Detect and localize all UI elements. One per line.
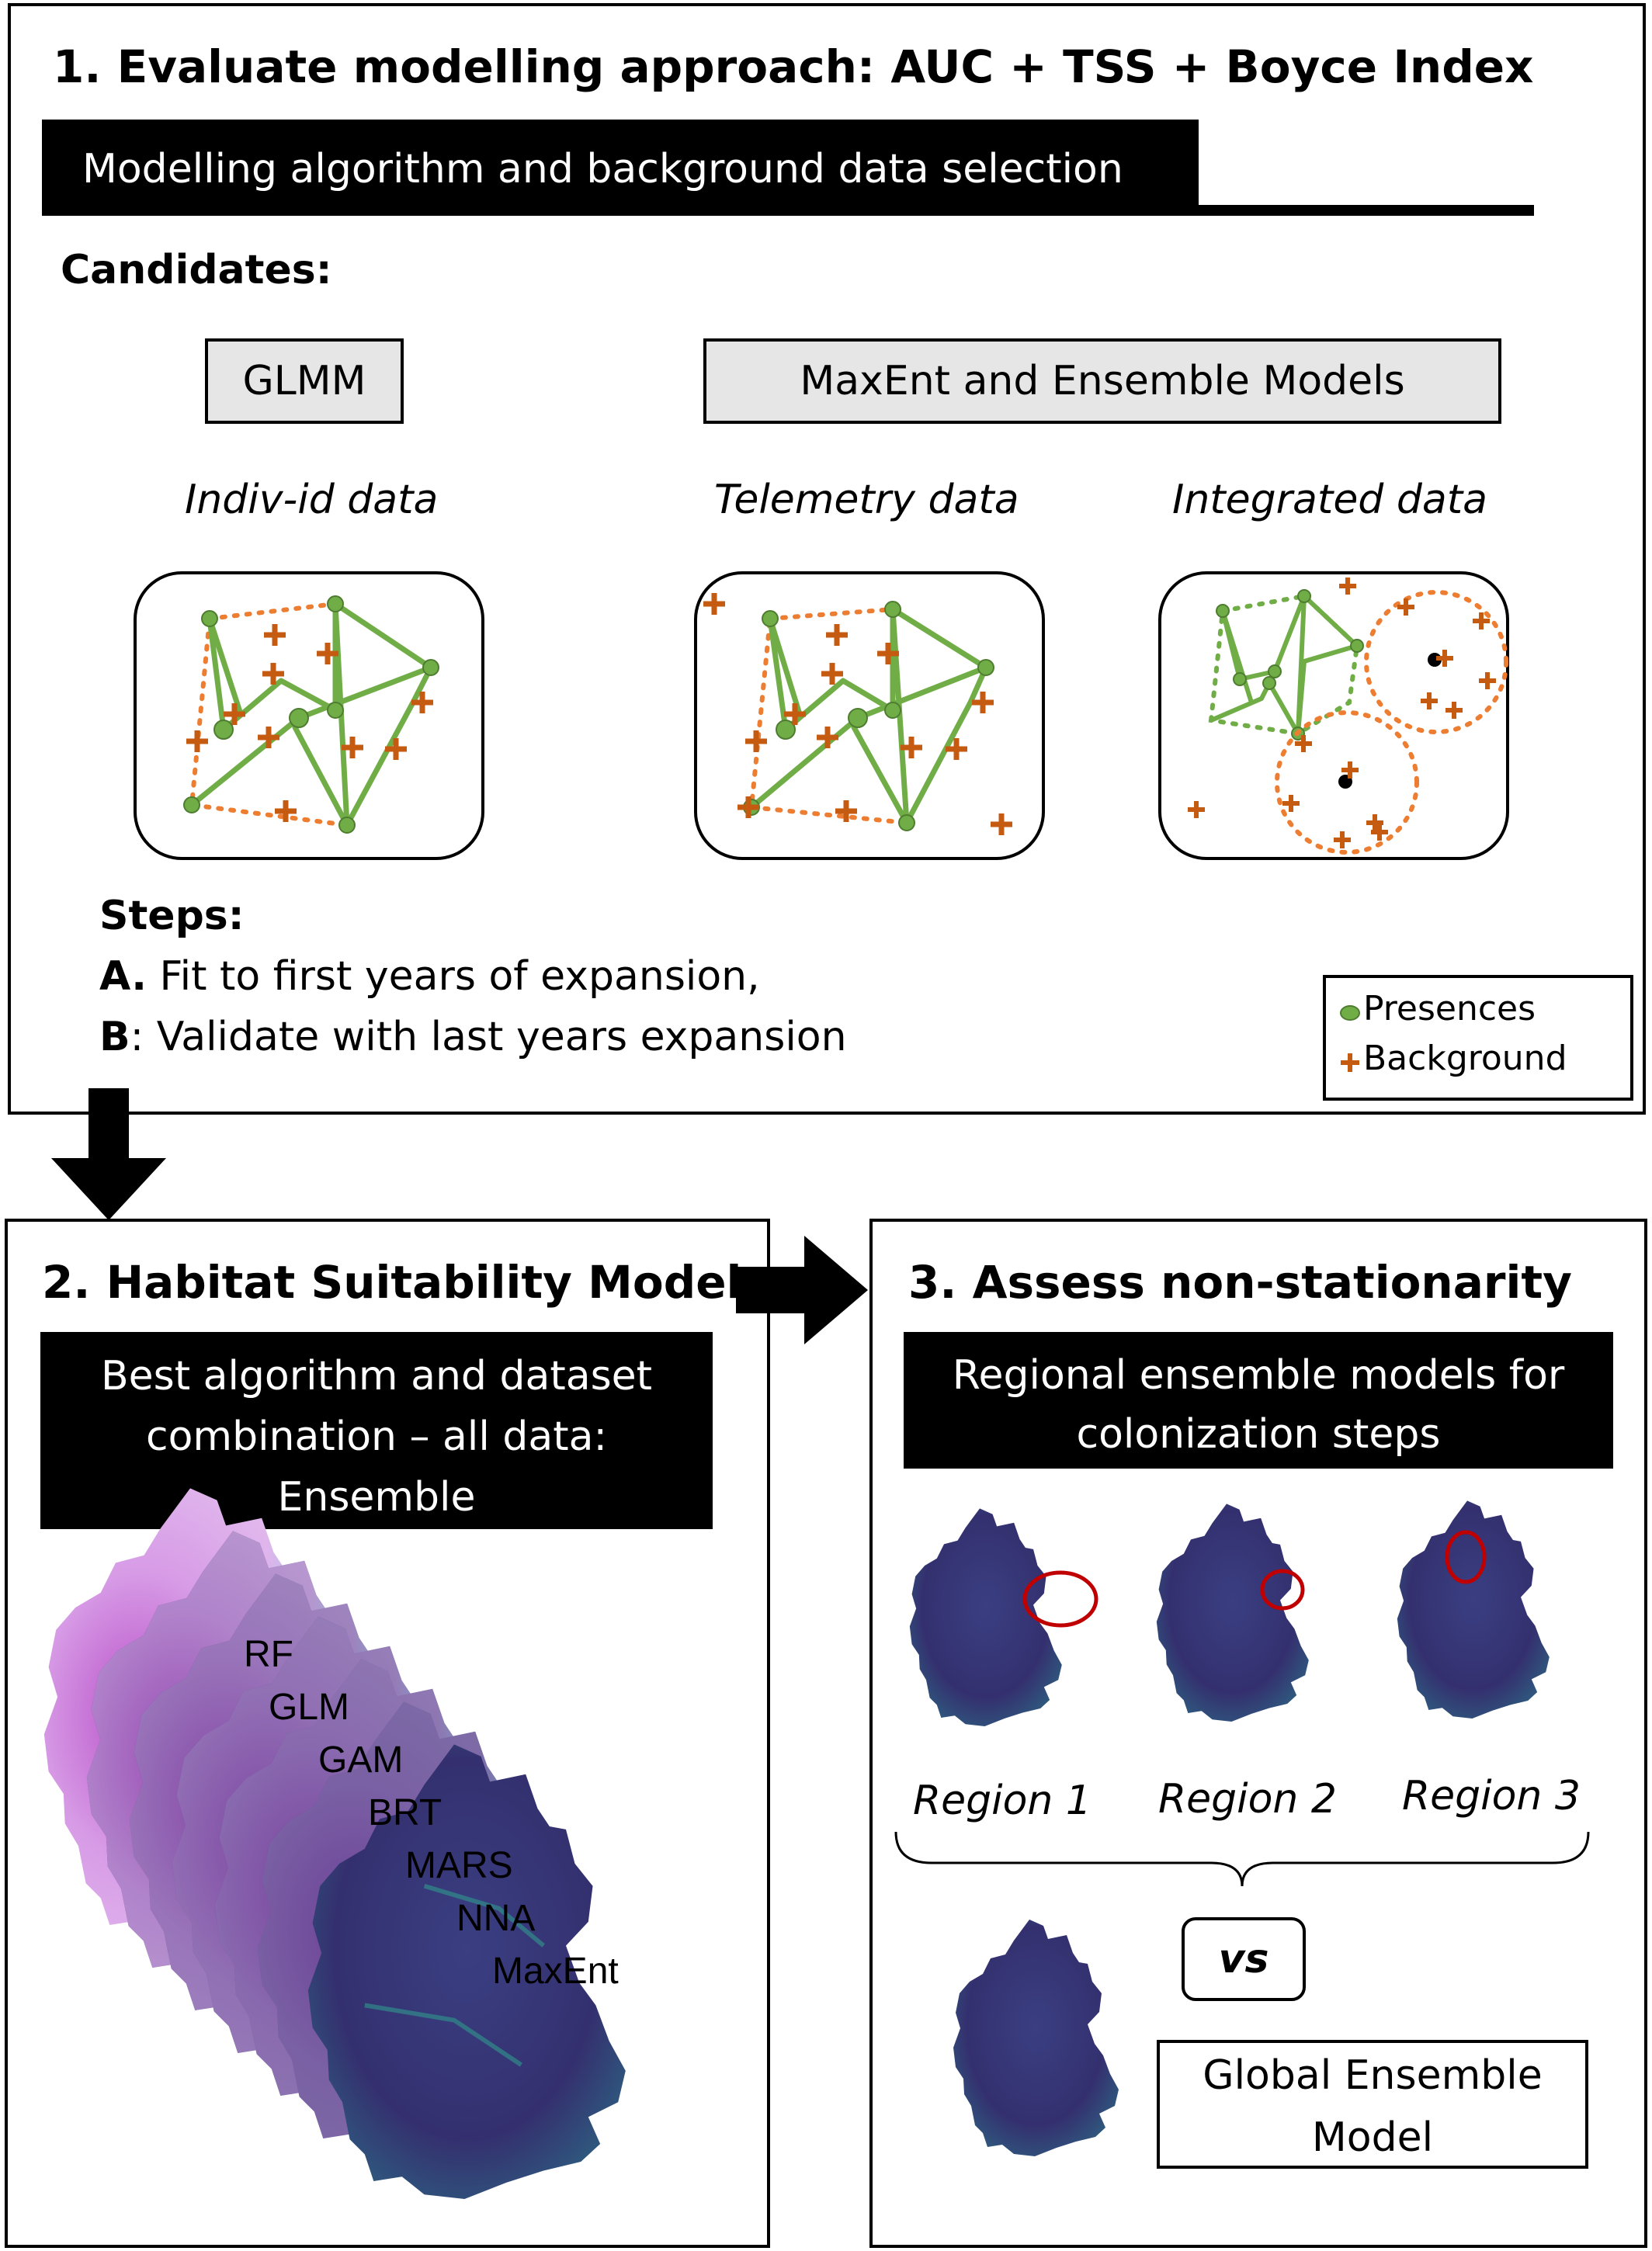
model-label-gam: GAM [318, 1739, 404, 1781]
presence-dot [1262, 676, 1276, 690]
candidates-label: Candidates: [61, 247, 332, 293]
global-line-1: Global Ensemble [1203, 2052, 1543, 2099]
brace-icon [894, 1831, 1590, 1887]
glmm-label: GLMM [242, 358, 366, 404]
panel2-bar-line-2: combination – all data: [146, 1413, 607, 1460]
model-label-brt: BRT [368, 1792, 442, 1833]
presence-dot [289, 708, 309, 728]
presence-dot [201, 610, 218, 627]
legend-presences: Presences [1363, 989, 1536, 1028]
panel2-black-bar: Best algorithm and dataset combination –… [40, 1332, 713, 1529]
presence-dot [762, 610, 779, 627]
region-1-highlight [1022, 1570, 1098, 1628]
model-label-maxent: MaxEnt [492, 1951, 619, 1992]
presence-dot [1350, 639, 1364, 653]
step-a-text: Fit to first years of expansion, [146, 953, 760, 1000]
global-ensemble-box: Global Ensemble Model [1157, 2040, 1588, 2169]
presence-dot [1268, 664, 1282, 678]
panel2-title: 2. Habitat Suitability Model [42, 1256, 742, 1309]
region-3-label: Region 3 [1402, 1773, 1581, 1819]
legend-background: Background [1363, 1039, 1567, 1078]
telemetry-diagram [694, 571, 1045, 860]
indiv-id-diagram [134, 571, 484, 860]
vs-box: vs [1182, 1917, 1306, 2001]
global-ensemble-map [953, 1920, 1119, 2156]
region-2-map [1156, 1504, 1309, 1722]
panel3-bar-line-1: Regional ensemble models for [952, 1352, 1565, 1399]
panel3-bar-line-2: colonization steps [1076, 1411, 1441, 1458]
presence-dot [848, 708, 868, 728]
step-b-text: : Validate with last years expansion [130, 1014, 847, 1060]
global-line-2: Model [1311, 2114, 1434, 2161]
data-type-telemetry: Telemetry data [714, 477, 1019, 523]
map-layer-top [307, 1744, 626, 2199]
panel1-bar-underline [1199, 205, 1534, 216]
region-1-label: Region 1 [913, 1778, 1092, 1824]
steps-label: Steps: [99, 893, 245, 939]
background-legend-icon [1341, 1053, 1359, 1072]
legend-box: Presences Background [1323, 975, 1633, 1101]
presence-dot [1216, 604, 1230, 618]
data-type-integrated: Integrated data [1172, 477, 1487, 523]
maxent-ensemble-box: MaxEnt and Ensemble Models [703, 338, 1501, 424]
step-a: A. Fit to first years of expansion, [99, 953, 760, 1000]
arrow-down-icon [51, 1088, 166, 1220]
model-label-mars: MARS [405, 1845, 513, 1886]
presence-dot [776, 720, 796, 740]
panel1-title: 1. Evaluate modelling approach: AUC + TS… [53, 40, 1534, 93]
step-b-key: B [99, 1014, 130, 1060]
presence-dot [327, 702, 344, 719]
glmm-box: GLMM [205, 338, 404, 424]
integrated-diagram [1158, 571, 1509, 860]
panel1-bar-label: Modelling algorithm and background data … [82, 146, 1123, 192]
presence-dot [977, 659, 994, 676]
model-label-rf: RF [244, 1634, 293, 1675]
region-3-highlight [1445, 1530, 1487, 1584]
panel3-title: 3. Assess non-stationarity [908, 1256, 1572, 1309]
region-2-label: Region 2 [1158, 1776, 1337, 1823]
model-label-nna: NNA [456, 1898, 536, 1939]
step-a-key: A. [99, 953, 147, 1000]
presence-dot [338, 817, 356, 834]
presence-dot [183, 796, 200, 813]
panel3-black-bar: Regional ensemble models for colonizatio… [904, 1332, 1613, 1469]
presence-dot [884, 601, 901, 618]
presence-dot [422, 659, 439, 676]
background-crosses [186, 624, 433, 822]
presence-legend-icon [1340, 1005, 1360, 1021]
presence-dot [1297, 589, 1311, 603]
region-1-map [909, 1508, 1062, 1726]
data-type-indiv: Indiv-id data [185, 477, 439, 523]
panel2-bar-line-3: Ensemble [277, 1474, 476, 1521]
presence-dot [898, 814, 915, 831]
background-crosses [703, 593, 1012, 835]
maxent-ensemble-label: MaxEnt and Ensemble Models [800, 358, 1405, 404]
background-crosses [1188, 577, 1496, 848]
presence-dot [884, 702, 901, 719]
presence-dot [327, 595, 344, 612]
vs-label: vs [1218, 1936, 1269, 1982]
region-2-highlight [1260, 1569, 1305, 1611]
panel1-black-bar: Modelling algorithm and background data … [42, 120, 1199, 216]
presence-dot [1233, 672, 1247, 686]
presence-dot [213, 720, 234, 740]
arrow-right-icon [736, 1236, 868, 1344]
panel2-bar-line-1: Best algorithm and dataset [100, 1353, 653, 1400]
model-label-glm: GLM [269, 1687, 350, 1728]
step-b: B: Validate with last years expansion [99, 1014, 847, 1060]
